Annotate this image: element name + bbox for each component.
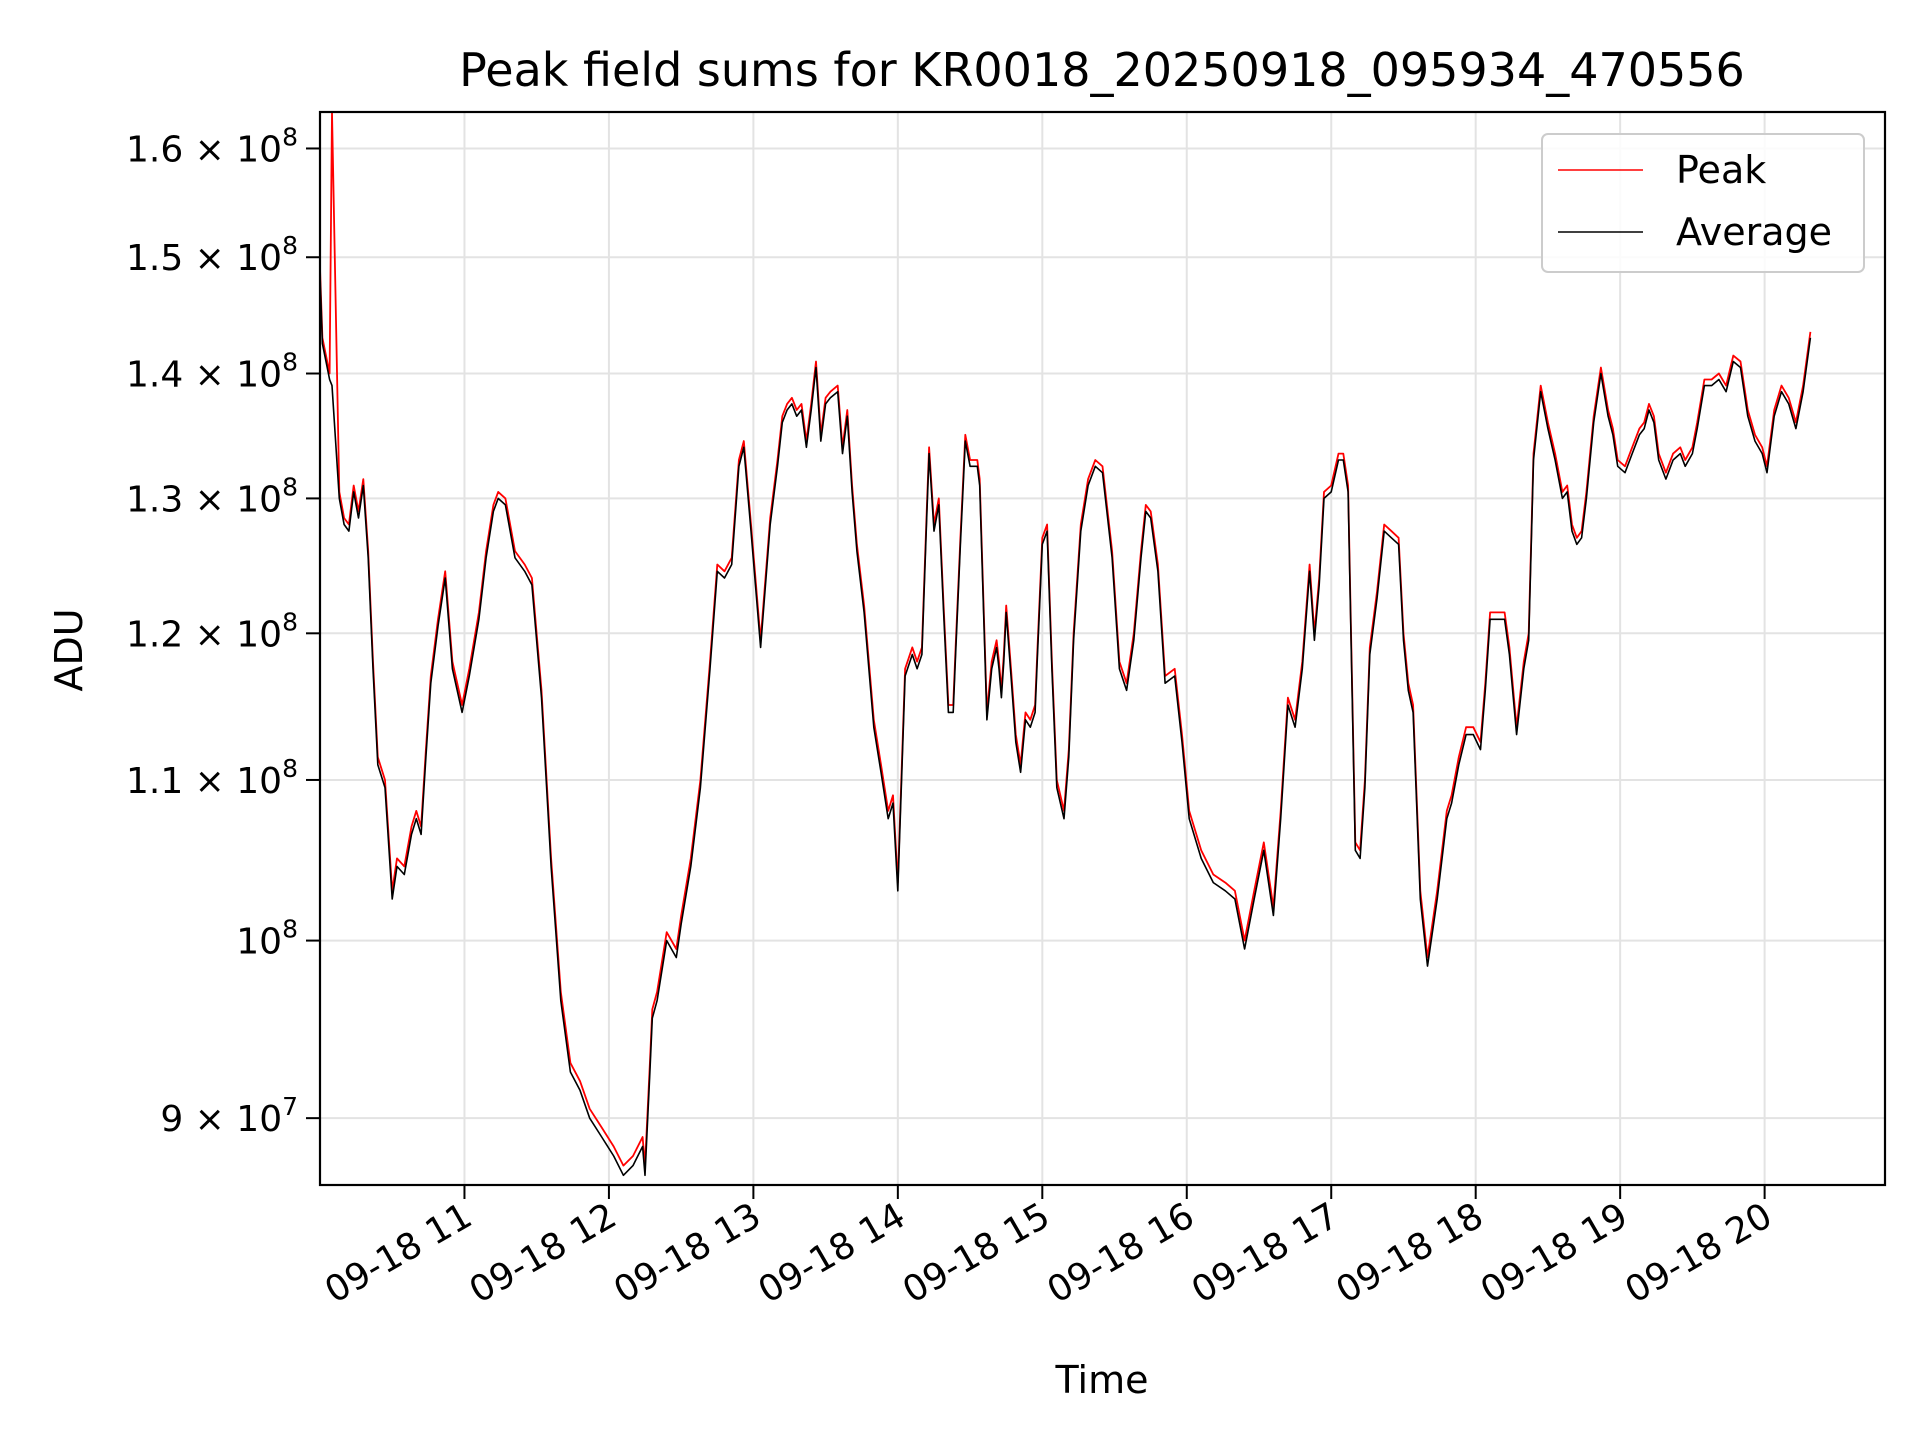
plot-frame <box>318 110 1887 1187</box>
legend: Peak Average <box>1541 133 1865 273</box>
y-tick-label: 1.2 × 108 <box>126 607 298 655</box>
legend-label-average: Average <box>1676 210 1832 254</box>
y-tick-label: 1.5 × 108 <box>126 231 298 279</box>
series-layer <box>320 112 1812 1177</box>
legend-box <box>1541 133 1865 273</box>
y-tick-label: 1.1 × 108 <box>126 754 298 802</box>
series-line-peak <box>320 112 1812 1167</box>
legend-label-peak: Peak <box>1676 148 1766 192</box>
chart-title: Peak field sums for KR0018_20250918_0959… <box>459 43 1745 97</box>
y-tick-label: 1.6 × 108 <box>126 122 298 170</box>
y-axis: 9 × 107 108 1.1 × 108 1.2 × 108 1.3 × 108 1.4… <box>126 122 320 1140</box>
y-axis-title: ADU <box>47 608 91 691</box>
grid-layer <box>320 112 1885 1185</box>
y-tick-label: 9 × 107 <box>160 1092 298 1140</box>
y-tick-label: 1.3 × 108 <box>126 472 298 520</box>
x-axis-title: Time <box>1055 1358 1149 1402</box>
y-tick-label: 1.4 × 108 <box>126 348 298 396</box>
y-tick-label: 108 <box>236 915 298 963</box>
series-line-average <box>320 274 1812 1177</box>
